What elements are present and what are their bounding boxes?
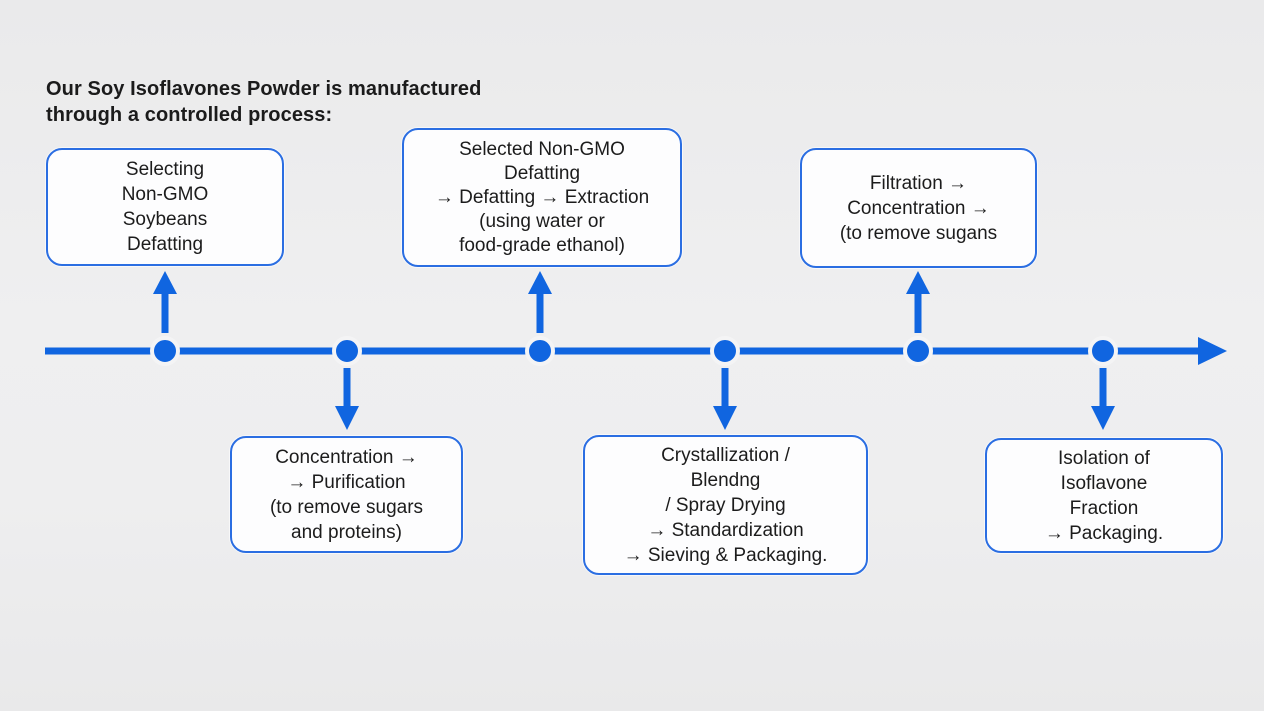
down-arrow-icon	[335, 368, 359, 430]
up-arrow-icon	[906, 271, 930, 333]
step-box-defatting-extraction: Selected Non-GMO Defatting → Defatting →…	[402, 128, 682, 267]
timeline-end-arrow-icon	[1198, 337, 1227, 365]
timeline-node-dot	[150, 336, 180, 366]
step-box-isolation-packaging: Isolation of Isoflavone Fraction → Packa…	[985, 438, 1223, 553]
timeline-node-dot	[332, 336, 362, 366]
step-box-selecting-soybeans: Selecting Non-GMO Soybeans Defatting	[46, 148, 284, 266]
timeline-node-dot	[710, 336, 740, 366]
up-arrow-icon	[528, 271, 552, 333]
down-arrow-icon	[1091, 368, 1115, 430]
down-arrow-icon	[713, 368, 737, 430]
timeline-node-dot	[525, 336, 555, 366]
step-box-filtration-concentration: Filtration → Concentration → (to remove …	[800, 148, 1037, 268]
step-box-crystallization-packaging: Crystallization / Blendng / Spray Drying…	[583, 435, 868, 575]
up-arrow-icon	[153, 271, 177, 333]
timeline-node-dot	[903, 336, 933, 366]
step-box-concentration-purification: Concentration → → Purification (to remov…	[230, 436, 463, 553]
timeline-node-dot	[1088, 336, 1118, 366]
page-title: Our Soy Isoflavones Powder is manufactur…	[46, 78, 482, 126]
